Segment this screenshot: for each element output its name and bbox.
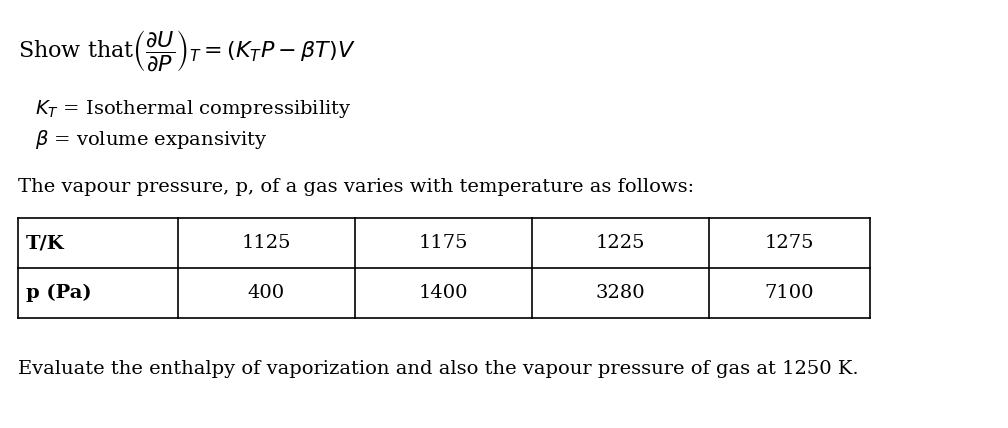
Text: The vapour pressure, p, of a gas varies with temperature as follows:: The vapour pressure, p, of a gas varies …	[18, 178, 695, 196]
Text: $K_T$ = Isothermal compressibility: $K_T$ = Isothermal compressibility	[35, 98, 352, 120]
Text: 1175: 1175	[418, 234, 469, 252]
Text: 1400: 1400	[418, 284, 469, 302]
Text: 3280: 3280	[596, 284, 645, 302]
Text: 7100: 7100	[765, 284, 814, 302]
Text: 1225: 1225	[596, 234, 645, 252]
Text: 1125: 1125	[242, 234, 291, 252]
Text: T/K: T/K	[26, 234, 65, 252]
Text: 1275: 1275	[765, 234, 814, 252]
Text: Show that$\left(\dfrac{\partial U}{\partial P}\right)_{T} = (K_T P - \beta T)V$: Show that$\left(\dfrac{\partial U}{\part…	[18, 28, 356, 73]
Text: Evaluate the enthalpy of vaporization and also the vapour pressure of gas at 125: Evaluate the enthalpy of vaporization an…	[18, 360, 859, 378]
Text: p (Pa): p (Pa)	[26, 284, 92, 302]
Text: $\beta$ = volume expansivity: $\beta$ = volume expansivity	[35, 128, 267, 151]
Text: 400: 400	[248, 284, 285, 302]
